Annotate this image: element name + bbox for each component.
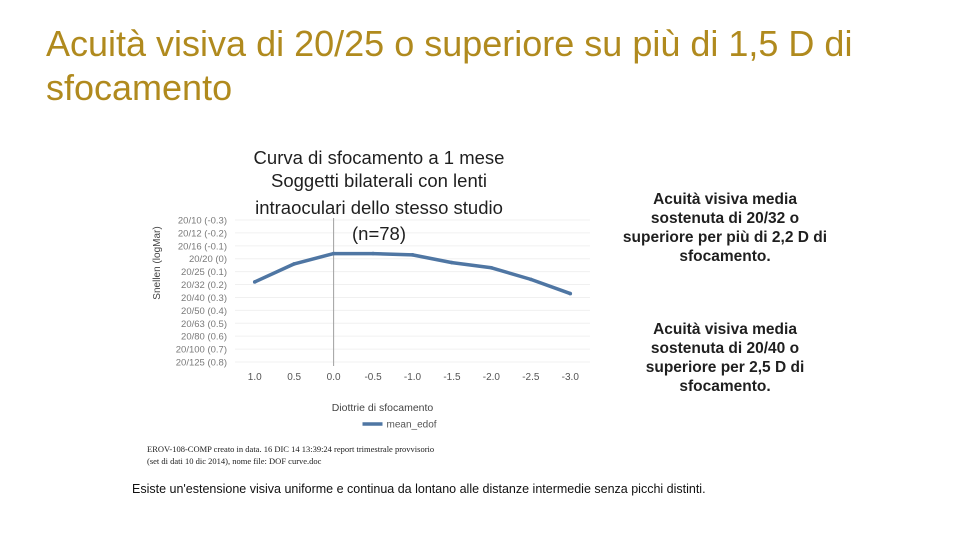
footnote-line-2: (set di dati 10 dic 2014), nome file: DO… — [147, 456, 322, 466]
chart-title-line-4: (n=78) — [352, 223, 406, 244]
data-point — [568, 291, 573, 296]
x-tick-label: -2.0 — [483, 372, 501, 383]
legend-label-mean-edof: mean_edof — [387, 420, 437, 431]
data-point — [292, 262, 296, 266]
y-tick-label: 20/40 (0.3) — [181, 293, 227, 304]
chart-footnote: EROV-108-COMP creato in data. 16 DIC 14 … — [147, 443, 507, 467]
y-tick-label: 20/50 (0.4) — [181, 306, 227, 317]
data-point — [410, 253, 415, 257]
y-tick-label: 20/10 (-0.3) — [178, 216, 227, 227]
summary-note: Esiste un'estensione visiva uniforme e c… — [132, 482, 706, 496]
chart-gridlines — [235, 219, 590, 363]
series-points — [252, 251, 573, 296]
x-tick-label: 1.0 — [248, 372, 262, 383]
y-tick-label: 20/20 (0) — [189, 254, 227, 265]
chart-title-line-1: Curva di sfocamento a 1 mese — [253, 147, 505, 168]
callout-bottom: Acuità visiva media sostenuta di 20/40 o… — [645, 321, 805, 395]
y-tick-label: 20/63 (0.5) — [181, 319, 227, 330]
x-tick-label: 0.0 — [327, 372, 341, 383]
x-tick-label: -1.0 — [404, 372, 422, 383]
y-tick-label: 20/16 (-0.1) — [178, 241, 227, 252]
footnote-line-1: EROV-108-COMP creato in data. 16 DIC 14 … — [147, 444, 435, 454]
y-tick-label: 20/125 (0.8) — [176, 358, 227, 369]
x-axis-label: Diottrie di sfocamento — [332, 402, 434, 414]
y-tick-label: 20/80 (0.6) — [181, 332, 227, 343]
x-tick-label: -2.5 — [522, 372, 540, 383]
data-point — [529, 277, 533, 282]
y-axis-label: Snellen (logMar) — [152, 226, 163, 299]
y-tick-label: 20/12 (-0.2) — [178, 228, 227, 239]
data-point — [252, 280, 257, 284]
callout-top: Acuità visiva media sostenuta di 20/32 o… — [622, 191, 828, 265]
data-point — [450, 260, 454, 265]
y-tick-label: 20/32 (0.2) — [181, 280, 227, 291]
data-point — [371, 251, 375, 256]
x-tick-label: 0.5 — [287, 372, 301, 383]
y-tick-label: 20/100 (0.7) — [176, 345, 227, 356]
x-tick-label: -0.5 — [364, 372, 382, 383]
x-tick-label: -1.5 — [443, 372, 461, 383]
x-axis-ticks: 1.0 0.5 0.0 -0.5 -1.0 -1.5 -2.0 -2.5 -3.0 — [248, 372, 580, 383]
defocus-curve-chart: 20/10 (-0.3)20/12 (-0.2) 20/16 (-0.1) 20/2… — [152, 216, 590, 431]
y-tick-label: 20/25 (0.1) — [181, 267, 227, 278]
data-point — [331, 251, 336, 256]
chart-title-line-3: intraoculari dello stesso studio — [255, 197, 503, 218]
slide-title: Acuità visiva di 20/25 o superiore su pi… — [46, 23, 853, 108]
series-line-mean-edof — [253, 251, 571, 296]
x-tick-label: -3.0 — [562, 372, 580, 383]
chart-title-line-2: Soggetti bilaterali con lenti — [271, 170, 487, 191]
data-point — [489, 265, 494, 270]
y-axis-ticks: 20/10 (-0.3)20/12 (-0.2) 20/16 (-0.1) 20/2… — [176, 216, 227, 369]
